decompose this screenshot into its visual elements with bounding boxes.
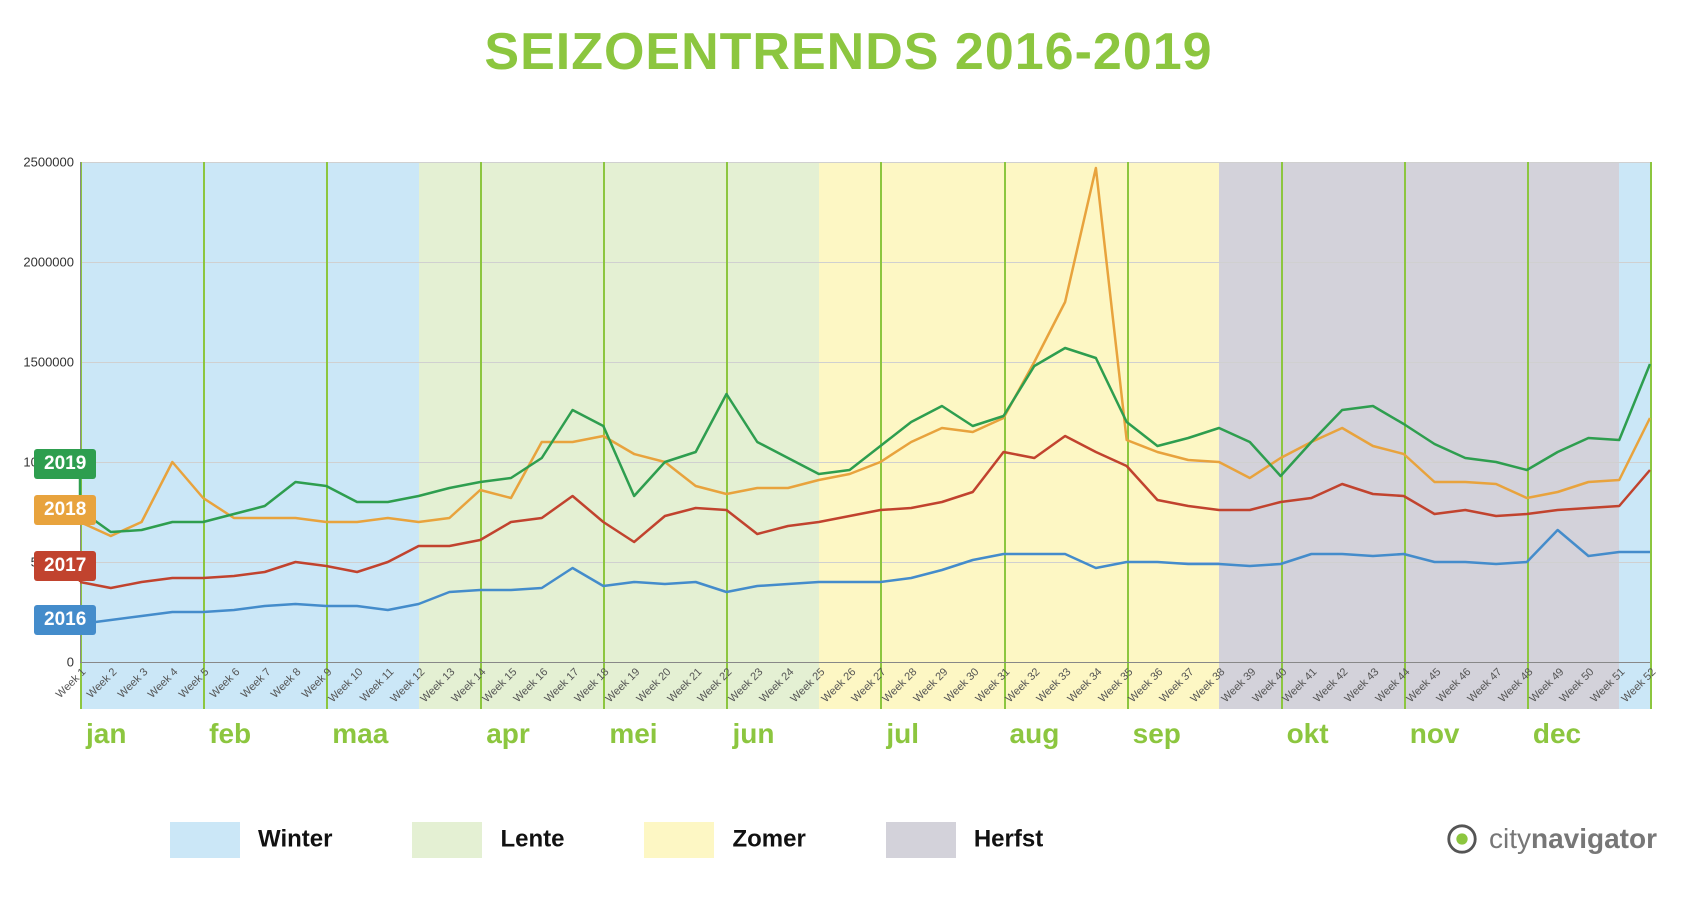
ytick-label: 1500000 bbox=[23, 355, 74, 370]
legend-item-lente: Lente bbox=[412, 822, 564, 858]
plot-area: 05000001000000150000020000002500000janfe… bbox=[80, 162, 1650, 662]
legend-swatch bbox=[886, 822, 956, 858]
month-label-feb: feb bbox=[209, 718, 251, 750]
series-2016 bbox=[80, 530, 1650, 624]
x-axis bbox=[80, 662, 1650, 663]
month-label-dec: dec bbox=[1533, 718, 1581, 750]
month-label-jan: jan bbox=[86, 718, 126, 750]
series-badge-2019: 2019 bbox=[34, 449, 96, 479]
legend-item-herfst: Herfst bbox=[886, 822, 1043, 858]
legend-label: Herfst bbox=[974, 825, 1043, 852]
month-label-maa: maa bbox=[332, 718, 388, 750]
month-label-sep: sep bbox=[1133, 718, 1181, 750]
series-2018 bbox=[80, 168, 1650, 536]
brand-text: citynavigator bbox=[1489, 823, 1657, 855]
month-label-aug: aug bbox=[1010, 718, 1060, 750]
legend-label: Zomer bbox=[732, 825, 805, 852]
month-label-jul: jul bbox=[886, 718, 919, 750]
ytick-label: 0 bbox=[67, 655, 74, 670]
month-label-nov: nov bbox=[1410, 718, 1460, 750]
legend-label: Winter bbox=[258, 825, 332, 852]
ytick-label: 2500000 bbox=[23, 155, 74, 170]
line-series-svg bbox=[80, 162, 1650, 662]
series-2019 bbox=[80, 348, 1650, 532]
legend-swatch bbox=[644, 822, 714, 858]
month-label-jun: jun bbox=[732, 718, 774, 750]
chart-area: 05000001000000150000020000002500000janfe… bbox=[80, 162, 1650, 662]
legend-swatch bbox=[412, 822, 482, 858]
month-label-apr: apr bbox=[486, 718, 530, 750]
legend-swatch bbox=[170, 822, 240, 858]
legend-item-winter: Winter bbox=[170, 822, 332, 858]
ytick-label: 2000000 bbox=[23, 255, 74, 270]
brand: citynavigator bbox=[1445, 822, 1657, 856]
page-title: SEIZOENTRENDS 2016-2019 bbox=[0, 22, 1697, 82]
month-label-mei: mei bbox=[609, 718, 657, 750]
month-label-okt: okt bbox=[1287, 718, 1329, 750]
legend-label: Lente bbox=[500, 825, 564, 852]
series-badge-2018: 2018 bbox=[34, 495, 96, 525]
series-badge-2016: 2016 bbox=[34, 605, 96, 635]
brand-logo-icon bbox=[1445, 822, 1479, 856]
series-badge-2017: 2017 bbox=[34, 551, 96, 581]
month-line bbox=[1650, 162, 1652, 709]
legend: Winter Lente Zomer Herfst bbox=[170, 822, 1043, 858]
legend-item-zomer: Zomer bbox=[644, 822, 805, 858]
